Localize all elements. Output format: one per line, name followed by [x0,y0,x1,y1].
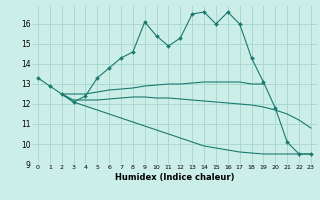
X-axis label: Humidex (Indice chaleur): Humidex (Indice chaleur) [115,173,234,182]
